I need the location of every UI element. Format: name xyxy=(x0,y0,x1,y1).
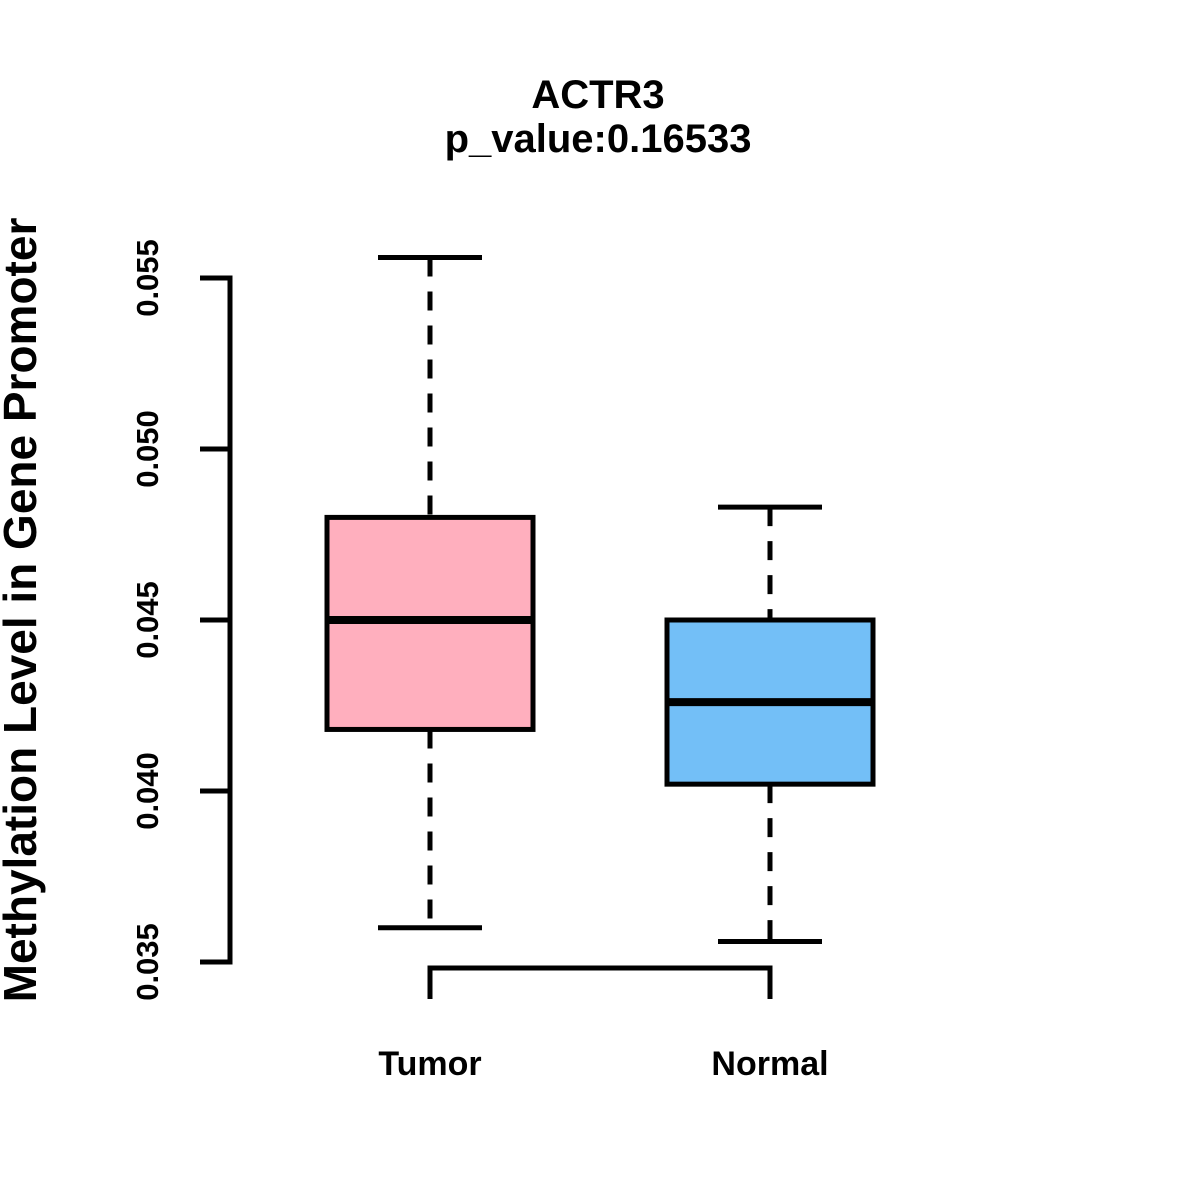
y-tick-label: 0.050 xyxy=(130,410,165,488)
x-category-labels: Tumor Normal xyxy=(378,1045,828,1083)
chart-title: ACTR3 xyxy=(531,73,664,117)
x-category-label-normal: Normal xyxy=(711,1045,828,1083)
y-axis-label: Methylation Level in Gene Promoter xyxy=(0,218,46,1003)
y-axis-ticks: 0.035 0.040 0.045 0.050 0.055 xyxy=(130,239,230,1001)
y-tick-label: 0.040 xyxy=(130,752,165,830)
y-tick-label: 0.055 xyxy=(130,239,165,317)
y-tick-label: 0.035 xyxy=(130,923,165,1001)
x-axis-bracket xyxy=(427,965,773,999)
y-tick-label: 0.045 xyxy=(130,581,165,659)
x-category-label-tumor: Tumor xyxy=(378,1045,481,1083)
box-groups xyxy=(324,254,876,944)
chart-subtitle: p_value:0.16533 xyxy=(445,117,752,161)
